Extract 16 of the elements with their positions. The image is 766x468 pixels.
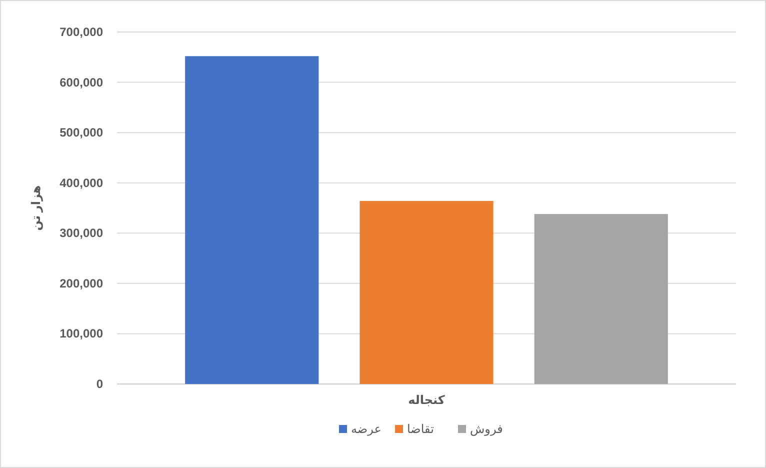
- y-tick-label: 100,000: [60, 326, 104, 341]
- y-tick-label: 600,000: [60, 75, 104, 90]
- y-tick-label: 500,000: [60, 126, 104, 140]
- y-tick-label: 700,000: [60, 25, 104, 39]
- bar: [534, 214, 668, 384]
- y-axis-title: هزار تن: [29, 185, 43, 231]
- bar: [360, 200, 494, 384]
- x-tick-label: کنجاله: [408, 393, 445, 407]
- legend-label: فروش: [470, 422, 503, 436]
- legend-label: عرضه: [351, 422, 382, 436]
- bar: [185, 56, 319, 384]
- legend-label: تقاضا: [407, 422, 434, 436]
- y-tick-label: 200,000: [60, 276, 104, 290]
- y-tick-label: 0: [96, 377, 104, 391]
- y-tick-label: 400,000: [60, 176, 104, 190]
- y-tick-label: 300,000: [60, 226, 104, 240]
